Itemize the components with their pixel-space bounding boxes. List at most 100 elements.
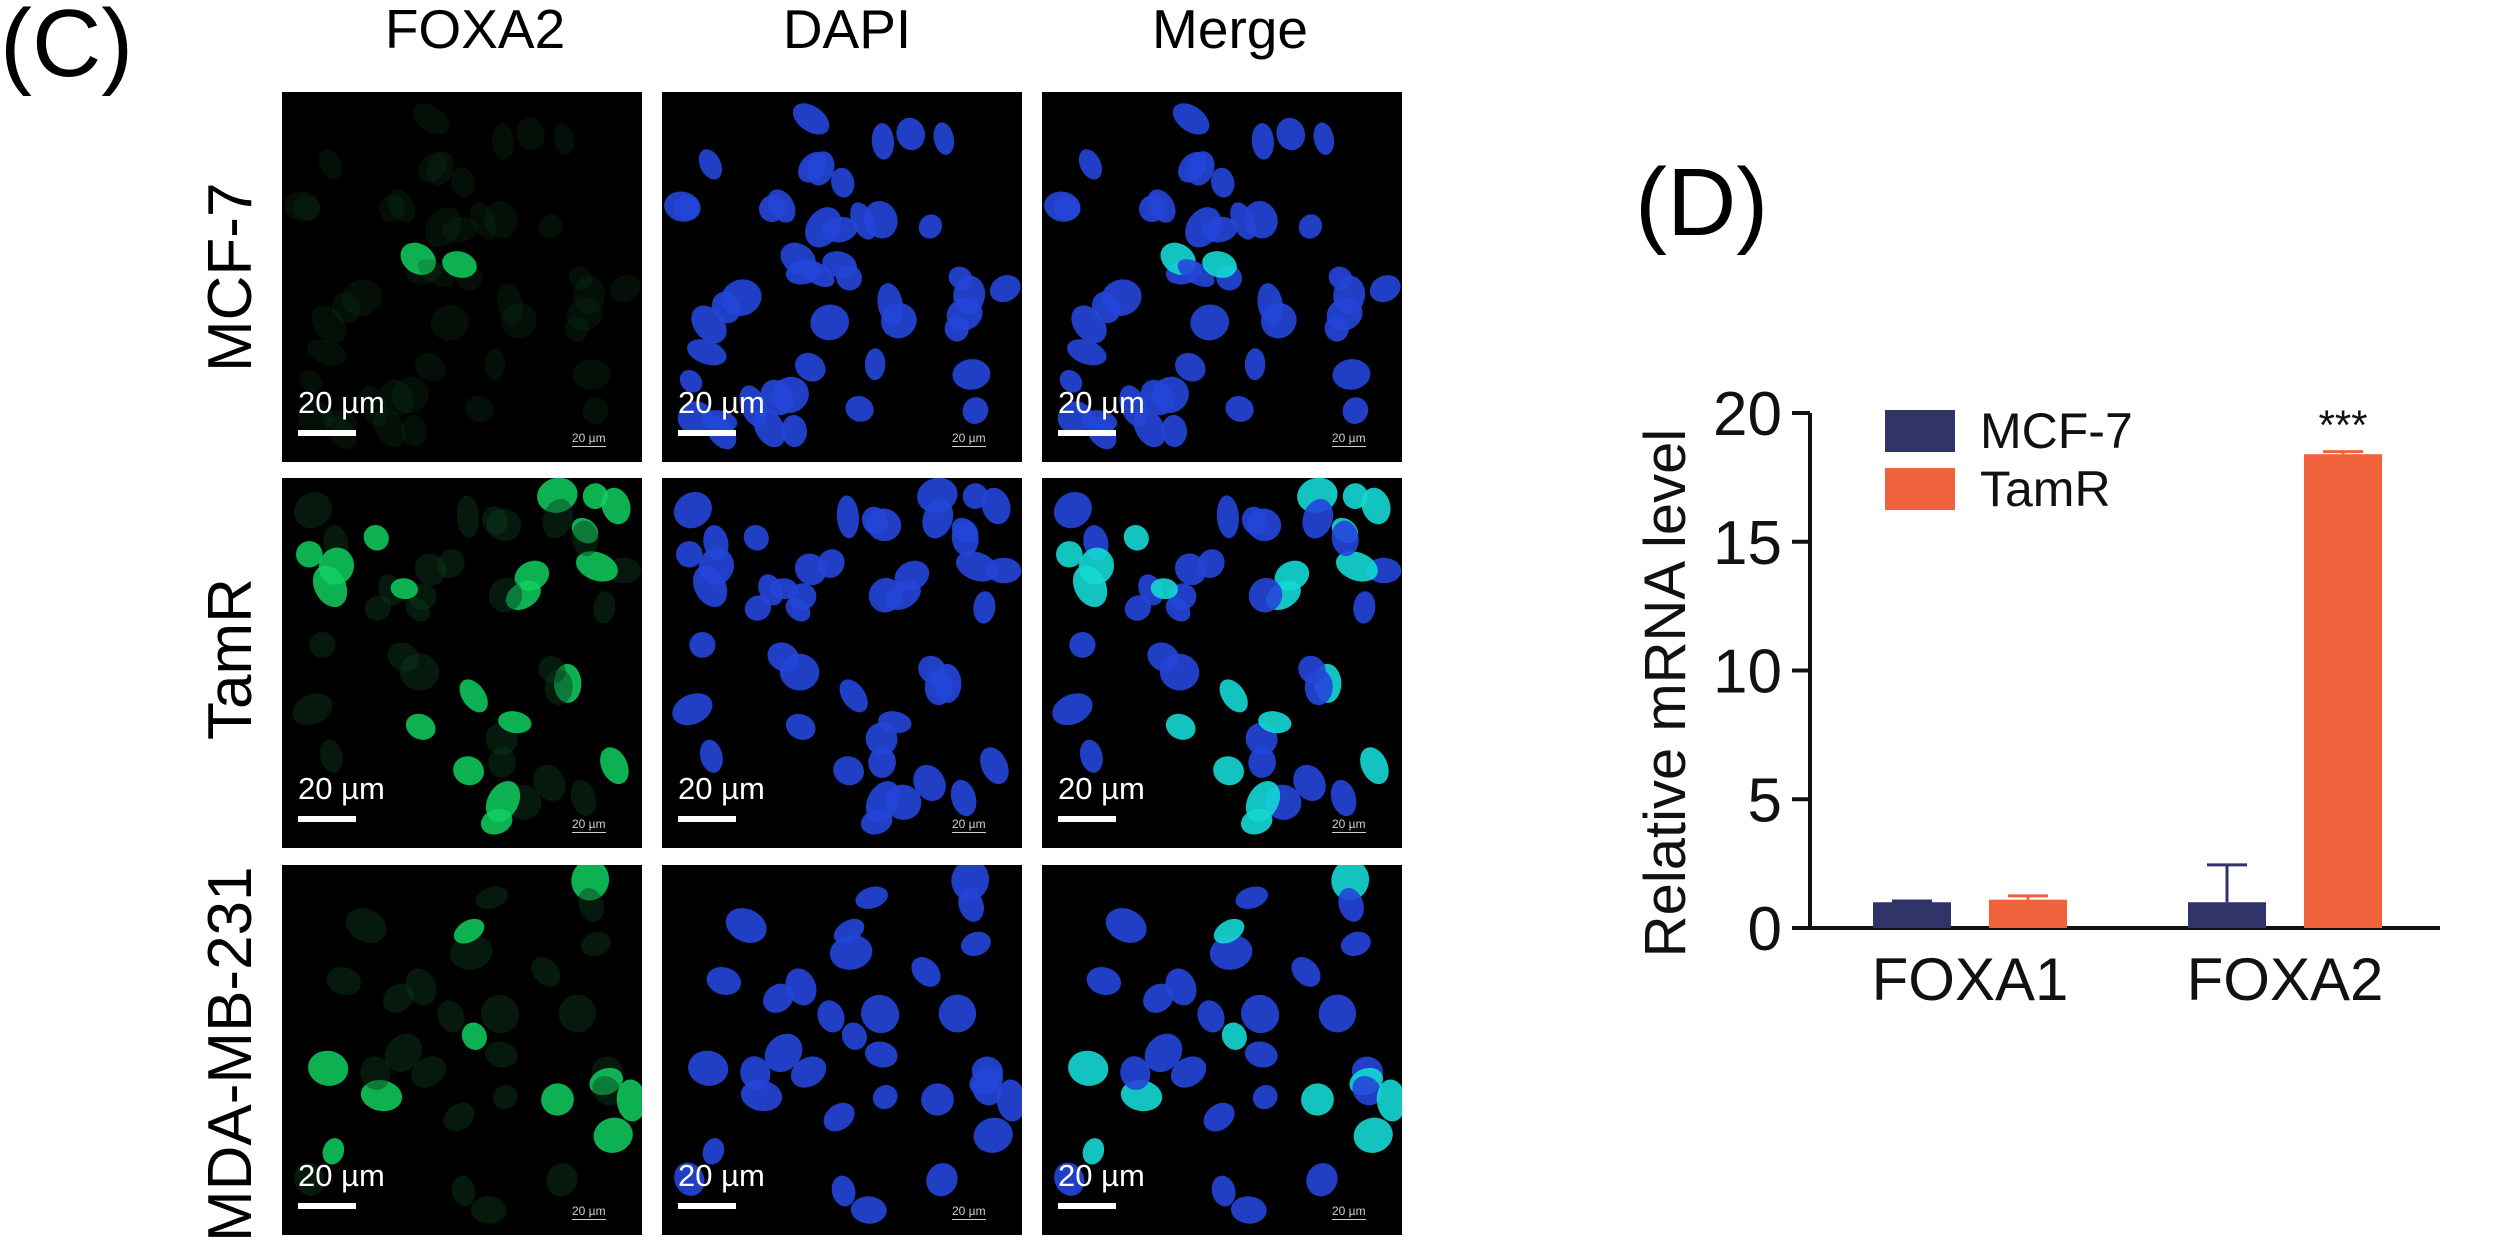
nucleus [822, 216, 858, 243]
nucleus [699, 739, 723, 773]
nucleus [319, 739, 343, 773]
nucleus [753, 407, 786, 448]
nucleus [571, 517, 599, 544]
nucleus [1165, 968, 1197, 1006]
nucleus [972, 1076, 1002, 1106]
x-tick-label: FOXA2 [2187, 946, 2384, 1013]
nucleus [415, 352, 446, 382]
legend-swatch-mcf-7 [1885, 410, 1955, 452]
small-scale-label: 20 µm [572, 817, 606, 831]
nucleus [500, 303, 537, 339]
nucleus [1216, 495, 1239, 539]
nucleus [836, 495, 859, 539]
nucleus [484, 1041, 518, 1068]
nucleus [609, 275, 641, 303]
nucleus [865, 781, 901, 822]
nucleus [373, 407, 406, 448]
nucleus [401, 414, 428, 448]
small-scale-bar [1332, 1219, 1366, 1220]
nucleus [1143, 983, 1174, 1013]
scale-bar-label: 20 µm [298, 1158, 385, 1193]
nucleus [578, 888, 604, 922]
nucleus [706, 966, 742, 996]
nucleus [443, 1102, 475, 1132]
nucleus [1165, 713, 1196, 740]
micrograph-mcf7-merge: 20 µm 20 µm [1042, 92, 1402, 462]
nucleus [1352, 1076, 1382, 1106]
nucleus [1369, 275, 1401, 303]
nucleus [1248, 577, 1283, 613]
nucleus [1360, 747, 1389, 785]
nucleus [702, 1138, 725, 1165]
nucleus [331, 291, 361, 324]
nucleus [833, 756, 865, 786]
nucleus [1258, 711, 1292, 734]
y-tick-label: 20 [1713, 380, 1782, 449]
y-tick-label: 15 [1713, 509, 1782, 578]
nucleus [405, 713, 436, 740]
nucleus [1291, 957, 1321, 987]
nucleus [296, 541, 323, 568]
nucleus [571, 865, 610, 901]
nucleus [691, 305, 727, 344]
nucleus [1225, 396, 1254, 422]
nucleus [689, 631, 716, 658]
nucleus [864, 1041, 898, 1068]
nucleus [1209, 934, 1253, 970]
scale-bar [678, 816, 736, 822]
nucleus [921, 1083, 954, 1116]
panel-d-label: (D) [1635, 149, 1769, 256]
nucleus [1067, 339, 1107, 366]
nucleus [481, 506, 508, 536]
nucleus [453, 918, 485, 944]
nucleus [918, 214, 943, 239]
nucleus [437, 1000, 465, 1033]
nucleus [1054, 1162, 1085, 1196]
nucleus [1302, 498, 1334, 539]
nucleus [459, 679, 488, 713]
nucleus [797, 259, 835, 287]
nucleus [1276, 117, 1306, 151]
nucleus [450, 167, 475, 198]
nucleus [297, 401, 333, 434]
nucleus [470, 202, 497, 240]
nucleus [1202, 216, 1238, 243]
nucleus [1120, 1056, 1151, 1090]
nucleus [743, 525, 769, 551]
nucleus [955, 551, 998, 582]
nucleus [1187, 151, 1215, 186]
nucleus [1248, 746, 1276, 778]
nucleus [571, 520, 599, 557]
nucleus [461, 1022, 487, 1050]
nucleus [380, 379, 414, 416]
nucleus [817, 549, 845, 579]
bar-mcf-7-foxa1 [1873, 902, 1951, 928]
panel-c-label: (C) [0, 0, 134, 97]
nucleus [1197, 549, 1225, 579]
nucleus [679, 369, 703, 393]
nucleus [1069, 631, 1096, 658]
nucleus [400, 242, 436, 275]
nucleus [688, 1050, 729, 1086]
nucleus [1203, 1102, 1235, 1132]
nucleus [1245, 781, 1281, 822]
nucleus [538, 214, 563, 239]
nucleus [807, 151, 835, 186]
y-tick-label: 10 [1713, 638, 1782, 707]
nucleus [740, 1056, 771, 1090]
nucleus [412, 103, 450, 135]
nucleus [810, 304, 850, 341]
nucleus [1172, 103, 1210, 135]
nucleus [541, 1083, 574, 1116]
nucleus [1353, 591, 1376, 624]
nucleus [364, 595, 392, 621]
nucleus [850, 1196, 887, 1224]
nucleus [1293, 764, 1326, 801]
nucleus [589, 1067, 624, 1096]
nucleus [486, 508, 522, 542]
nucleus [1376, 1079, 1402, 1122]
legend-label-mcf-7: MCF-7 [1980, 403, 2133, 459]
nucleus [1053, 491, 1092, 529]
nucleus [1101, 279, 1142, 317]
scale-bar-label: 20 µm [1058, 385, 1145, 420]
